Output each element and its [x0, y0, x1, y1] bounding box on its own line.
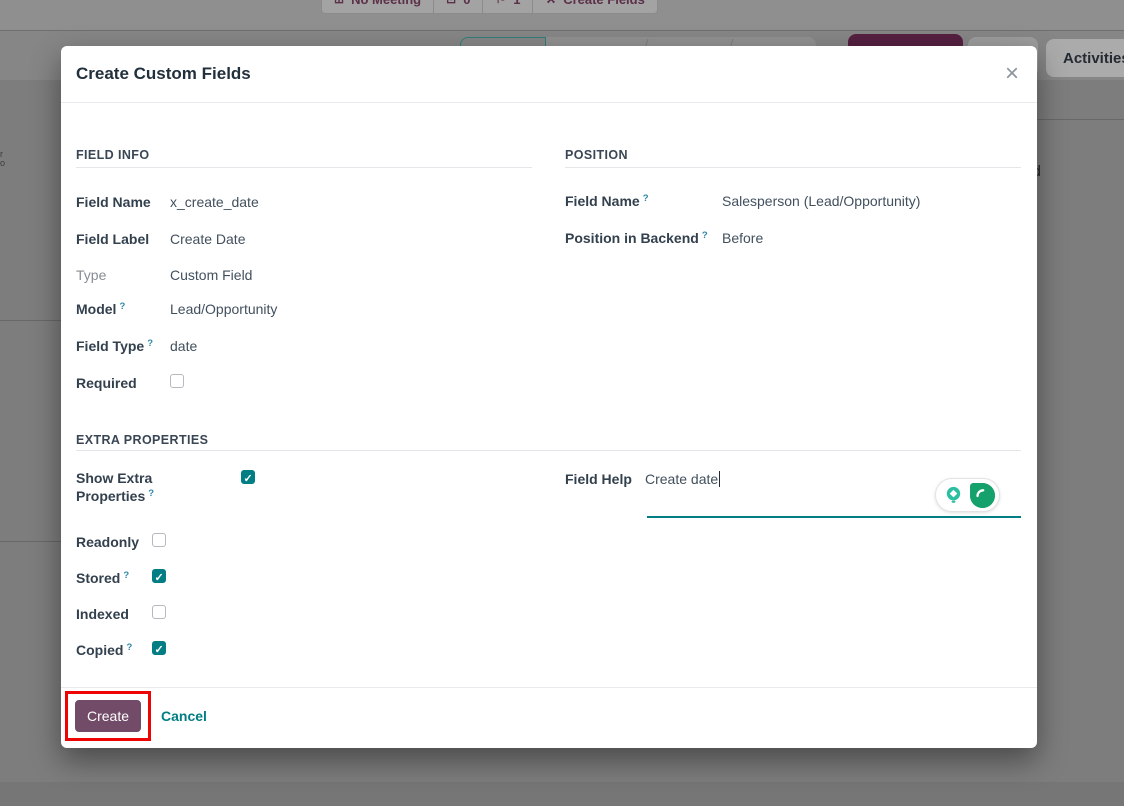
field-type-row: Field Type? date [76, 337, 197, 358]
position-backend-select[interactable]: Before [722, 230, 764, 246]
copied-checkbox[interactable] [152, 641, 166, 659]
background-footer-strip [0, 782, 1124, 806]
help-icon: ? [119, 301, 126, 312]
dialog-title: Create Custom Fields [76, 64, 251, 83]
field-help-label: Field Help [565, 471, 632, 487]
bookmark-count-button: ⚑ 1 [482, 0, 534, 14]
field-help-input[interactable]: Create date [645, 470, 721, 488]
model-label-text: Model [76, 301, 117, 317]
readonly-label: Readonly [76, 534, 140, 550]
create-fields-stat-label: Create Fields [563, 0, 645, 7]
indexed-label: Indexed [76, 606, 129, 622]
close-icon[interactable]: × [1004, 60, 1019, 87]
help-icon: ? [148, 488, 155, 499]
stored-checkbox[interactable] [152, 569, 166, 587]
show-extra-properties-label-text: Show Extra Properties [76, 470, 153, 504]
position-field-name-select[interactable]: Salesperson (Lead/Opportunity) [722, 193, 921, 209]
create-button[interactable]: Create [75, 700, 141, 732]
section-divider [76, 450, 1021, 451]
meeting-count-icon: ⊡ [446, 0, 456, 6]
meeting-count-button: ⊡ 0 [433, 0, 484, 14]
type-value: Custom Field [170, 267, 253, 283]
position-backend-label-text: Position in Backend [565, 230, 699, 246]
type-label: Type [76, 267, 107, 283]
required-row: Required [76, 374, 184, 392]
cancel-button[interactable]: Cancel [161, 708, 207, 724]
help-icon: ? [147, 338, 154, 349]
model-input[interactable]: Lead/Opportunity [170, 301, 278, 317]
model-row: Model? Lead/Opportunity [76, 300, 277, 321]
tab-activities: Activities [1046, 39, 1124, 77]
position-field-name-label-text: Field Name [565, 193, 640, 209]
stat-buttons-group: ⊞ No Meeting ⊡ 0 ⚑ 1 ⚒ Create Fields [321, 0, 658, 14]
show-extra-properties-checkbox[interactable] [241, 470, 255, 488]
assistant-bubble-icon[interactable] [969, 482, 996, 509]
position-section-title: POSITION [565, 148, 628, 162]
indexed-row: Indexed [76, 605, 166, 623]
background-divider [0, 541, 61, 542]
indexed-checkbox[interactable] [152, 605, 166, 619]
position-field-name-row: Field Name? Salesperson (Lead/Opportunit… [565, 192, 920, 213]
readonly-checkbox[interactable] [152, 533, 166, 547]
clipped-left-line: o [0, 158, 6, 168]
readonly-row: Readonly [76, 533, 166, 551]
field-name-label: Field Name [76, 194, 151, 210]
field-label-label: Field Label [76, 231, 150, 247]
required-label: Required [76, 375, 137, 391]
background-divider [0, 320, 61, 321]
bookmark-count-value: 1 [513, 0, 520, 7]
create-custom-fields-dialog: Create Custom Fields × FIELD INFO Field … [61, 46, 1037, 748]
stored-label: Stored? [76, 569, 152, 590]
background-divider [1037, 119, 1124, 120]
copied-label: Copied? [76, 641, 152, 662]
create-fields-stat-button: ⚒ Create Fields [532, 0, 658, 14]
field-name-row: Field Name x_create_date [76, 193, 259, 211]
field-info-section-title: FIELD INFO [76, 148, 150, 162]
field-help-text: Create date [645, 471, 719, 487]
help-icon: ? [126, 642, 133, 653]
bookmark-icon: ⚑ [495, 0, 506, 6]
help-icon: ? [701, 230, 708, 241]
help-icon: ? [123, 570, 130, 581]
wrench-icon: ⚒ [545, 0, 556, 6]
calendar-icon: ⊞ [334, 0, 344, 6]
show-extra-properties-label: Show Extra Properties? [76, 469, 172, 508]
annotation-highlight-box: Create [65, 691, 151, 741]
clipped-left-line: r [0, 150, 3, 159]
copied-row: Copied? [76, 641, 166, 662]
help-icon: ? [642, 193, 649, 204]
dialog-header: Create Custom Fields × [61, 46, 1037, 103]
field-help-row: Field Help Create date [565, 470, 721, 488]
extra-properties-section-title: EXTRA PROPERTIES [76, 433, 209, 447]
position-backend-row: Position in Backend? Before [565, 229, 763, 250]
field-help-input-underline [647, 516, 1021, 518]
section-divider [565, 167, 1021, 168]
stored-label-text: Stored [76, 570, 121, 586]
field-label-row: Field Label Create Date [76, 230, 245, 248]
lightbulb-icon[interactable] [943, 485, 964, 506]
field-type-input[interactable]: date [170, 338, 198, 354]
meeting-count-value: 0 [463, 0, 470, 7]
position-backend-label: Position in Backend? [565, 229, 722, 250]
field-name-input[interactable]: x_create_date [170, 194, 259, 210]
show-extra-properties-row: Show Extra Properties? [76, 469, 336, 508]
clipped-left-fragment: r o [0, 150, 7, 168]
no-meeting-label: No Meeting [351, 0, 421, 7]
field-label-input[interactable]: Create Date [170, 231, 246, 247]
copied-label-text: Copied [76, 642, 124, 658]
activities-tab-label: Activities [1063, 49, 1124, 67]
field-type-label-text: Field Type [76, 338, 145, 354]
text-cursor [719, 471, 721, 487]
stored-row: Stored? [76, 569, 166, 590]
type-row: Type Custom Field [76, 266, 252, 284]
field-type-label: Field Type? [76, 337, 170, 358]
model-label: Model? [76, 300, 170, 321]
footer-divider [61, 687, 1037, 688]
section-divider [76, 167, 532, 168]
no-meeting-button: ⊞ No Meeting [321, 0, 435, 14]
required-checkbox[interactable] [170, 374, 184, 388]
position-field-name-label: Field Name? [565, 192, 722, 213]
browser-extension-widget [935, 478, 1000, 512]
